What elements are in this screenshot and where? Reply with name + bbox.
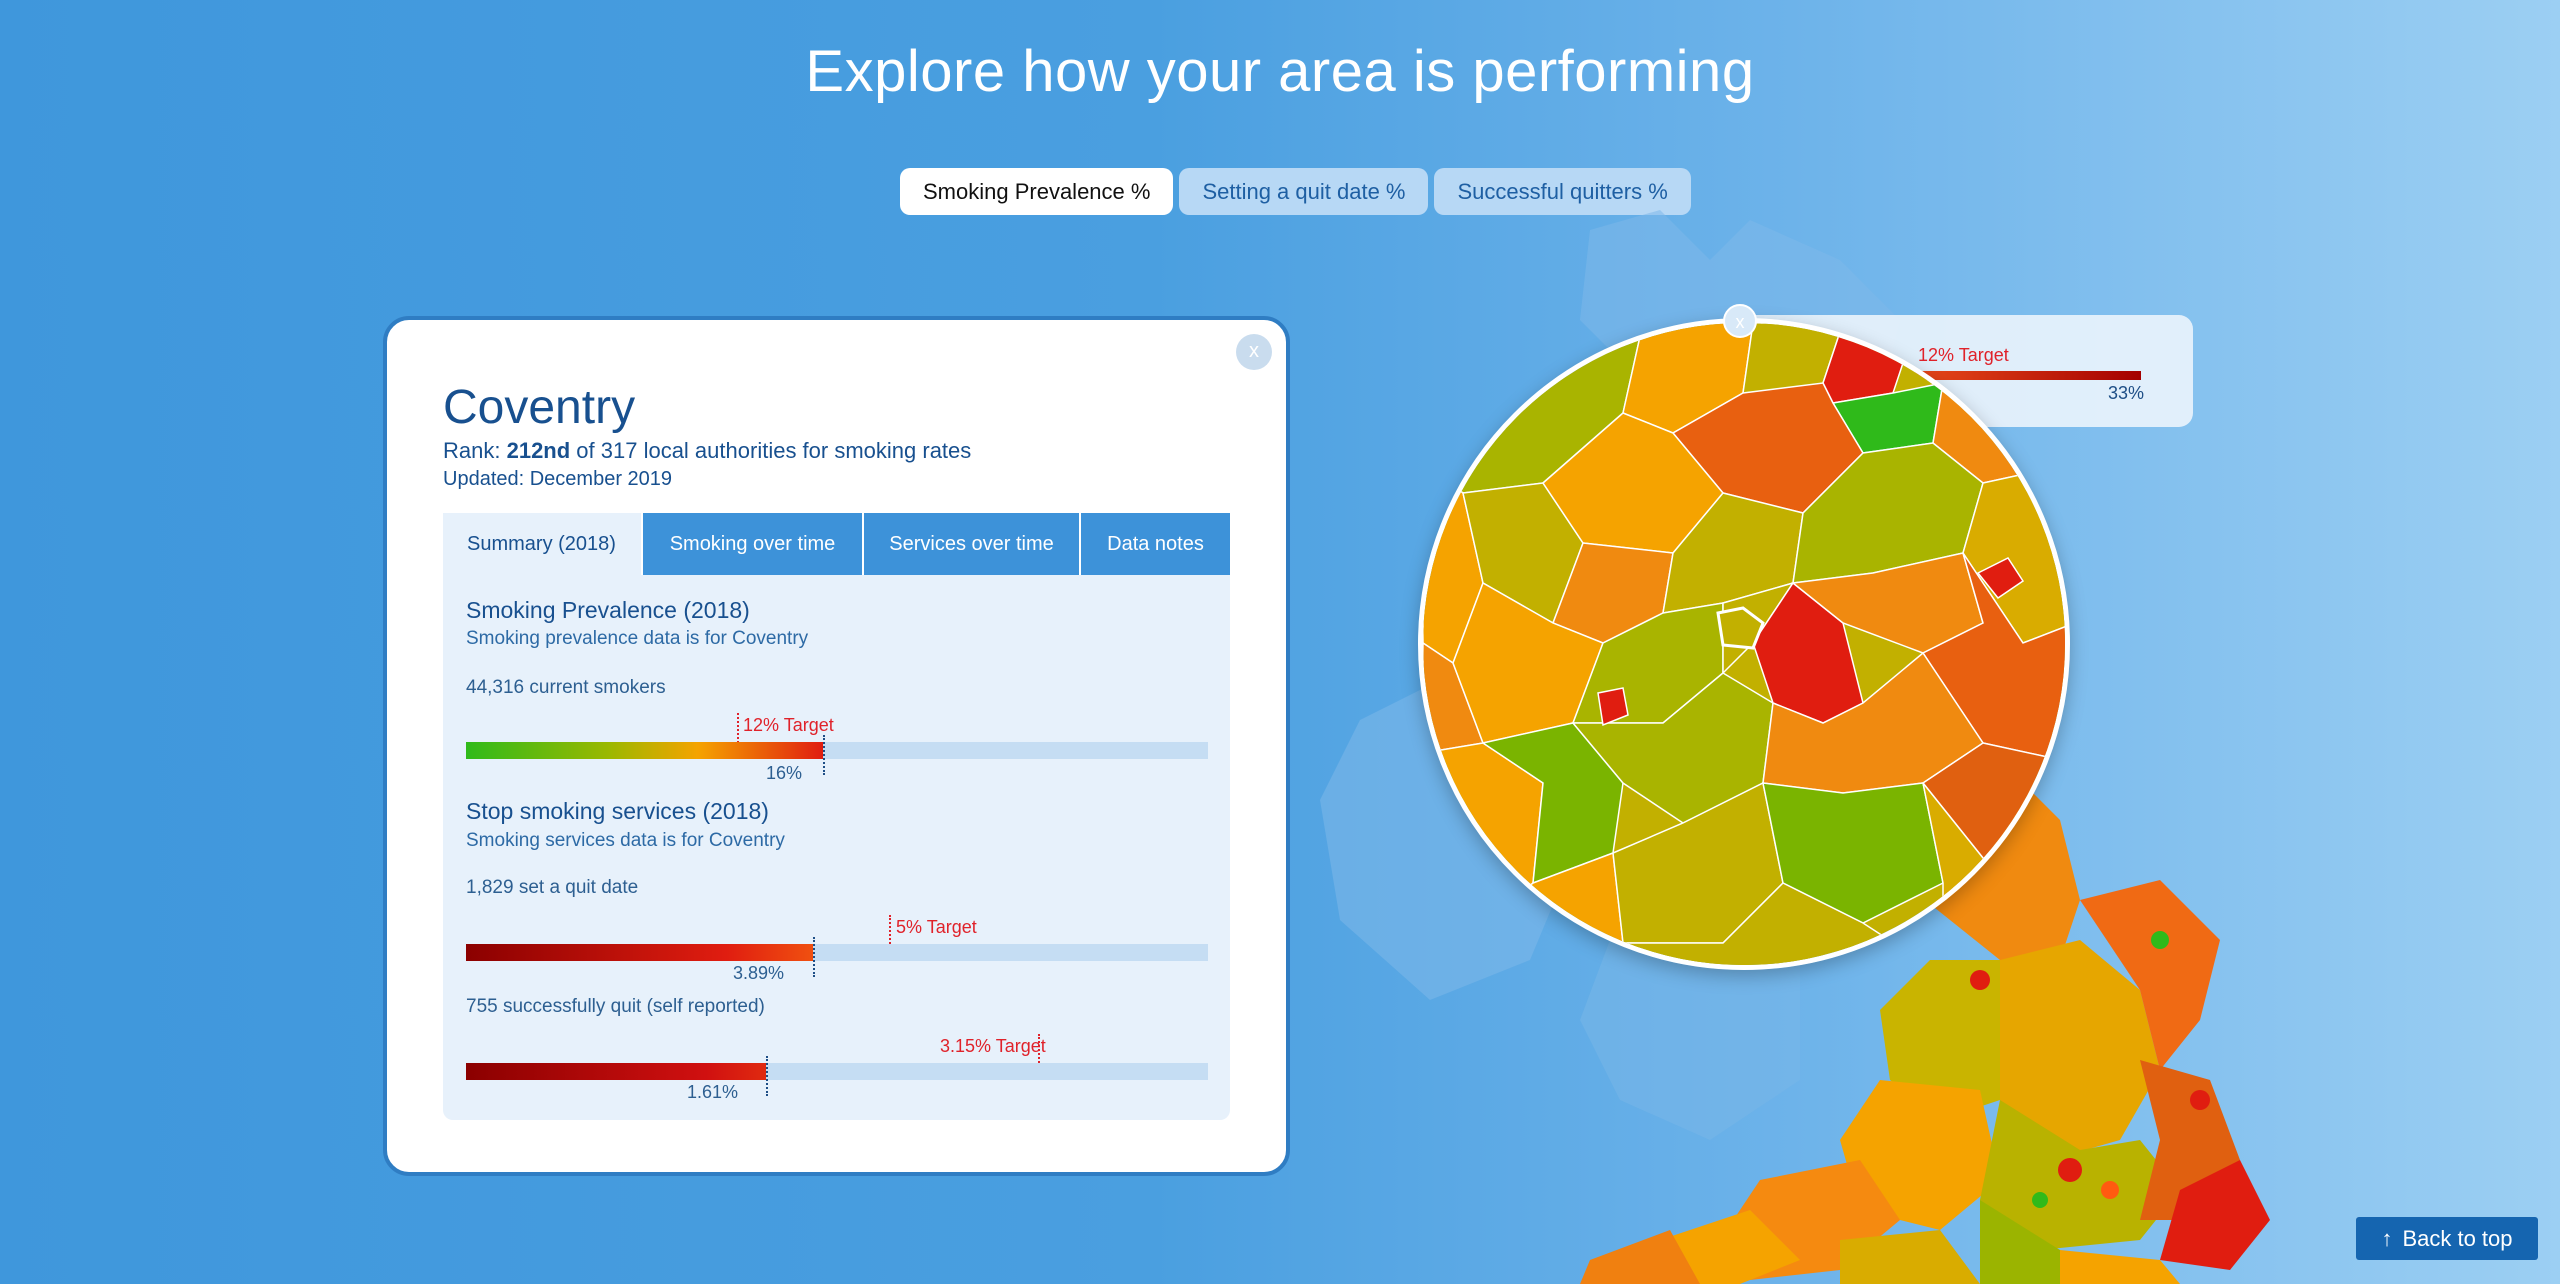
metric-tabs: Smoking Prevalence % Setting a quit date… (900, 168, 1691, 215)
area-name: Coventry (443, 381, 636, 434)
tab-smoking-prevalence[interactable]: Smoking Prevalence % (900, 168, 1174, 215)
tab-services-over-time[interactable]: Services over time (864, 513, 1081, 575)
quit-date-bar-fill (466, 944, 813, 961)
tooltip-value-label: 33% (2108, 383, 2145, 403)
card-tabs: Summary (2018) Smoking over time Service… (443, 513, 1230, 575)
services-title: Stop smoking services (2018) (466, 798, 769, 824)
tooltip-bar (1915, 371, 2141, 380)
rank-suffix: of 317 local authorities for smoking rat… (570, 438, 972, 463)
prevalence-target-label: 12% Target (743, 715, 834, 735)
prevalence-value-label: 16% (766, 763, 803, 783)
rank-value: 212nd (506, 438, 571, 463)
quit-success-bar-track (466, 1063, 1208, 1080)
prevalence-title: Smoking Prevalence (2018) (466, 597, 750, 623)
tab-summary[interactable]: Summary (2018) (443, 513, 643, 575)
tab-smoking-over-time[interactable]: Smoking over time (643, 513, 864, 575)
quit-date-value-marker (813, 937, 815, 977)
prevalence-value-marker (823, 735, 825, 775)
quit-success-bar-fill (466, 1063, 766, 1080)
quit-success-target-marker (1038, 1034, 1040, 1074)
quit-success-value-marker (766, 1056, 768, 1096)
tab-successful-quitters[interactable]: Successful quitters % (1434, 168, 1691, 215)
card-close-button[interactable]: x (1236, 334, 1272, 370)
quit-date-target-marker (889, 915, 891, 955)
rank-prefix: Rank: (443, 438, 507, 463)
quit-success-target-label: 3.15% Target (940, 1036, 1046, 1056)
back-to-top-button[interactable]: ↑ Back to top (2356, 1217, 2538, 1260)
updated-date: Updated: December 2019 (443, 468, 673, 490)
magnified-map (1423, 323, 2065, 965)
quit-success-stat: 755 successfully quit (self reported) (466, 996, 765, 1017)
quit-date-stat: 1,829 set a quit date (466, 877, 639, 898)
back-to-top-label: Back to top (2402, 1226, 2513, 1251)
magnifier-lens[interactable] (1418, 318, 2070, 970)
area-detail-card: x Coventry Rank: 212nd of 317 local auth… (383, 316, 1290, 1176)
current-smokers-stat: 44,316 current smokers (466, 677, 666, 698)
prevalence-target-marker (737, 713, 739, 755)
services-subtitle: Smoking services data is for Coventry (466, 830, 785, 851)
quit-date-value-label: 3.89% (733, 963, 785, 983)
prevalence-subtitle: Smoking prevalence data is for Coventry (466, 628, 809, 649)
quit-date-bar-track (466, 944, 1208, 961)
tab-data-notes[interactable]: Data notes (1081, 513, 1230, 575)
rank-line: Rank: 212nd of 317 local authorities for… (443, 438, 971, 464)
quit-success-value-label: 1.61% (687, 1082, 739, 1102)
summary-panel: Smoking Prevalence (2018) Smoking preval… (443, 575, 1230, 1120)
page-title: Explore how your area is performing (805, 39, 1755, 104)
arrow-up-icon: ↑ (2381, 1226, 2393, 1251)
tab-setting-quit-date[interactable]: Setting a quit date % (1179, 168, 1429, 215)
prevalence-bar-track (466, 742, 1208, 759)
magnifier-close-button[interactable]: x (1723, 304, 1757, 338)
england-regions (1580, 760, 2270, 1284)
tooltip-target-label: 12% Target (1918, 345, 2009, 365)
prevalence-bar-fill (466, 742, 823, 759)
quit-date-target-label: 5% Target (896, 917, 977, 937)
